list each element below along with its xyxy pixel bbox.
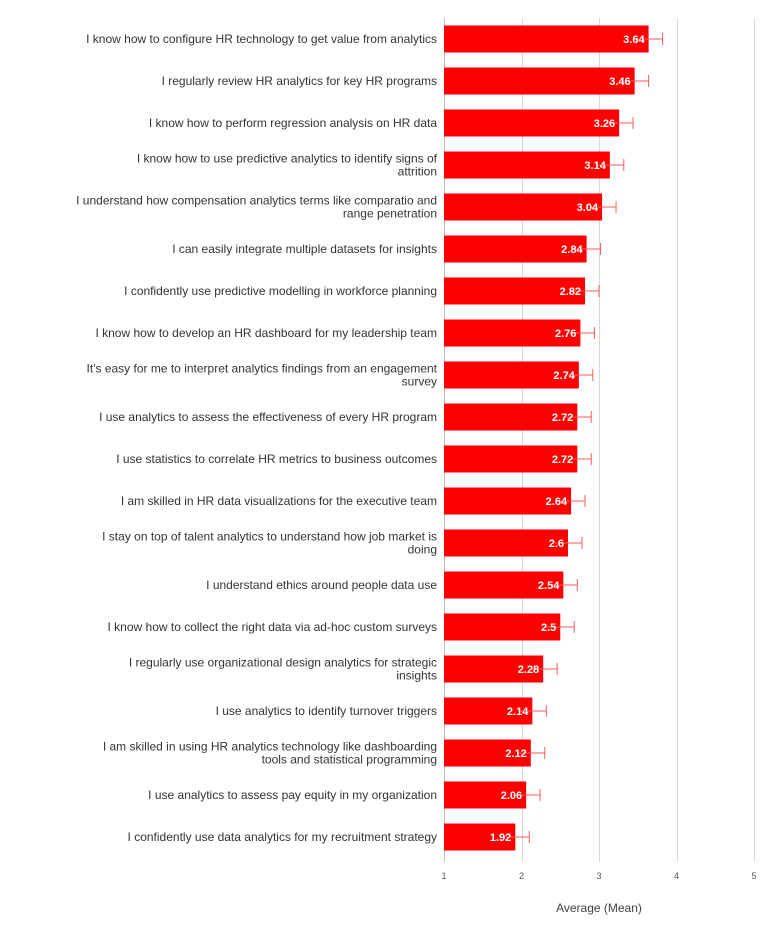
bar bbox=[444, 67, 635, 95]
category-label: I confidently use data analytics for my … bbox=[128, 830, 437, 844]
data-label: 2.82 bbox=[560, 286, 581, 298]
data-label: 2.84 bbox=[561, 244, 583, 256]
x-tick-label: 4 bbox=[674, 871, 679, 881]
category-label: I know how to use predictive analytics t… bbox=[137, 152, 438, 179]
bar bbox=[444, 739, 531, 767]
bar bbox=[444, 445, 578, 473]
data-label: 2.06 bbox=[501, 790, 522, 802]
gridlines bbox=[444, 18, 755, 862]
category-label: I stay on top of talent analytics to und… bbox=[102, 530, 437, 557]
bar bbox=[444, 613, 561, 641]
category-label: I use analytics to identify turnover tri… bbox=[216, 704, 437, 718]
x-tick-label: 2 bbox=[519, 871, 524, 881]
data-label: 3.14 bbox=[584, 160, 606, 172]
data-label: 2.64 bbox=[546, 496, 568, 508]
bar bbox=[444, 193, 603, 221]
data-label: 2.5 bbox=[541, 622, 556, 634]
category-label: I know how to configure HR technology to… bbox=[86, 32, 437, 46]
category-label: I know how to develop an HR dashboard fo… bbox=[95, 326, 437, 340]
data-label: 3.46 bbox=[609, 76, 630, 88]
data-label: 2.12 bbox=[505, 748, 526, 760]
bar bbox=[444, 697, 533, 725]
bar bbox=[444, 277, 586, 305]
bar bbox=[444, 109, 620, 137]
category-label: I use statistics to correlate HR metrics… bbox=[116, 452, 437, 466]
data-label: 2.28 bbox=[518, 664, 539, 676]
data-label: 2.72 bbox=[552, 412, 573, 424]
category-label: I use analytics to assess pay equity in … bbox=[148, 788, 437, 802]
bar bbox=[444, 319, 581, 347]
data-label: 3.04 bbox=[577, 202, 599, 214]
data-label: 2.72 bbox=[552, 454, 573, 466]
category-label: I am skilled in using HR analytics techn… bbox=[103, 740, 437, 767]
x-tick-label: 1 bbox=[441, 871, 446, 881]
bar bbox=[444, 361, 579, 389]
bar bbox=[444, 529, 568, 557]
bar bbox=[444, 487, 572, 515]
category-label: I know how to collect the right data via… bbox=[108, 620, 438, 634]
value-labels: 3.64 3.46 3.26 3.14 3.04 2.84 2.82 2.76 2.74 2.72… bbox=[490, 34, 646, 844]
x-tick-label: 3 bbox=[596, 871, 601, 881]
data-label: 2.14 bbox=[507, 706, 529, 718]
bar bbox=[444, 655, 544, 683]
bar bbox=[444, 151, 610, 179]
bar bbox=[444, 25, 649, 53]
category-label: It's easy for me to interpret analytics … bbox=[87, 362, 438, 389]
data-label: 1.92 bbox=[490, 832, 511, 844]
category-labels: I know how to configure HR technology to… bbox=[76, 32, 438, 844]
category-label: I use analytics to assess the effectiven… bbox=[99, 410, 437, 424]
x-axis-ticks: 1 2 3 4 5 bbox=[441, 871, 756, 881]
category-label: I regularly use organizational design an… bbox=[129, 656, 437, 683]
category-label: I regularly review HR analytics for key … bbox=[162, 74, 437, 88]
error-bars bbox=[501, 33, 664, 843]
data-label: 3.64 bbox=[623, 34, 645, 46]
category-label: I confidently use predictive modelling i… bbox=[124, 284, 437, 298]
bar bbox=[444, 571, 564, 599]
data-label: 2.76 bbox=[555, 328, 576, 340]
bars bbox=[444, 25, 649, 851]
data-label: 2.74 bbox=[553, 370, 575, 382]
bar bbox=[444, 235, 587, 263]
category-label: I can easily integrate multiple datasets… bbox=[172, 242, 437, 256]
data-label: 2.54 bbox=[538, 580, 560, 592]
data-label: 2.6 bbox=[549, 538, 564, 550]
category-label: I know how to perform regression analysi… bbox=[149, 116, 437, 130]
bar bbox=[444, 403, 578, 431]
category-label: I understand how compensation analytics … bbox=[76, 194, 437, 221]
x-tick-label: 5 bbox=[751, 871, 756, 881]
x-axis-title: Average (Mean) bbox=[556, 901, 642, 915]
category-label: I am skilled in HR data visualizations f… bbox=[121, 494, 437, 508]
data-label: 3.26 bbox=[594, 118, 615, 130]
category-label: I understand ethics around people data u… bbox=[206, 578, 437, 592]
